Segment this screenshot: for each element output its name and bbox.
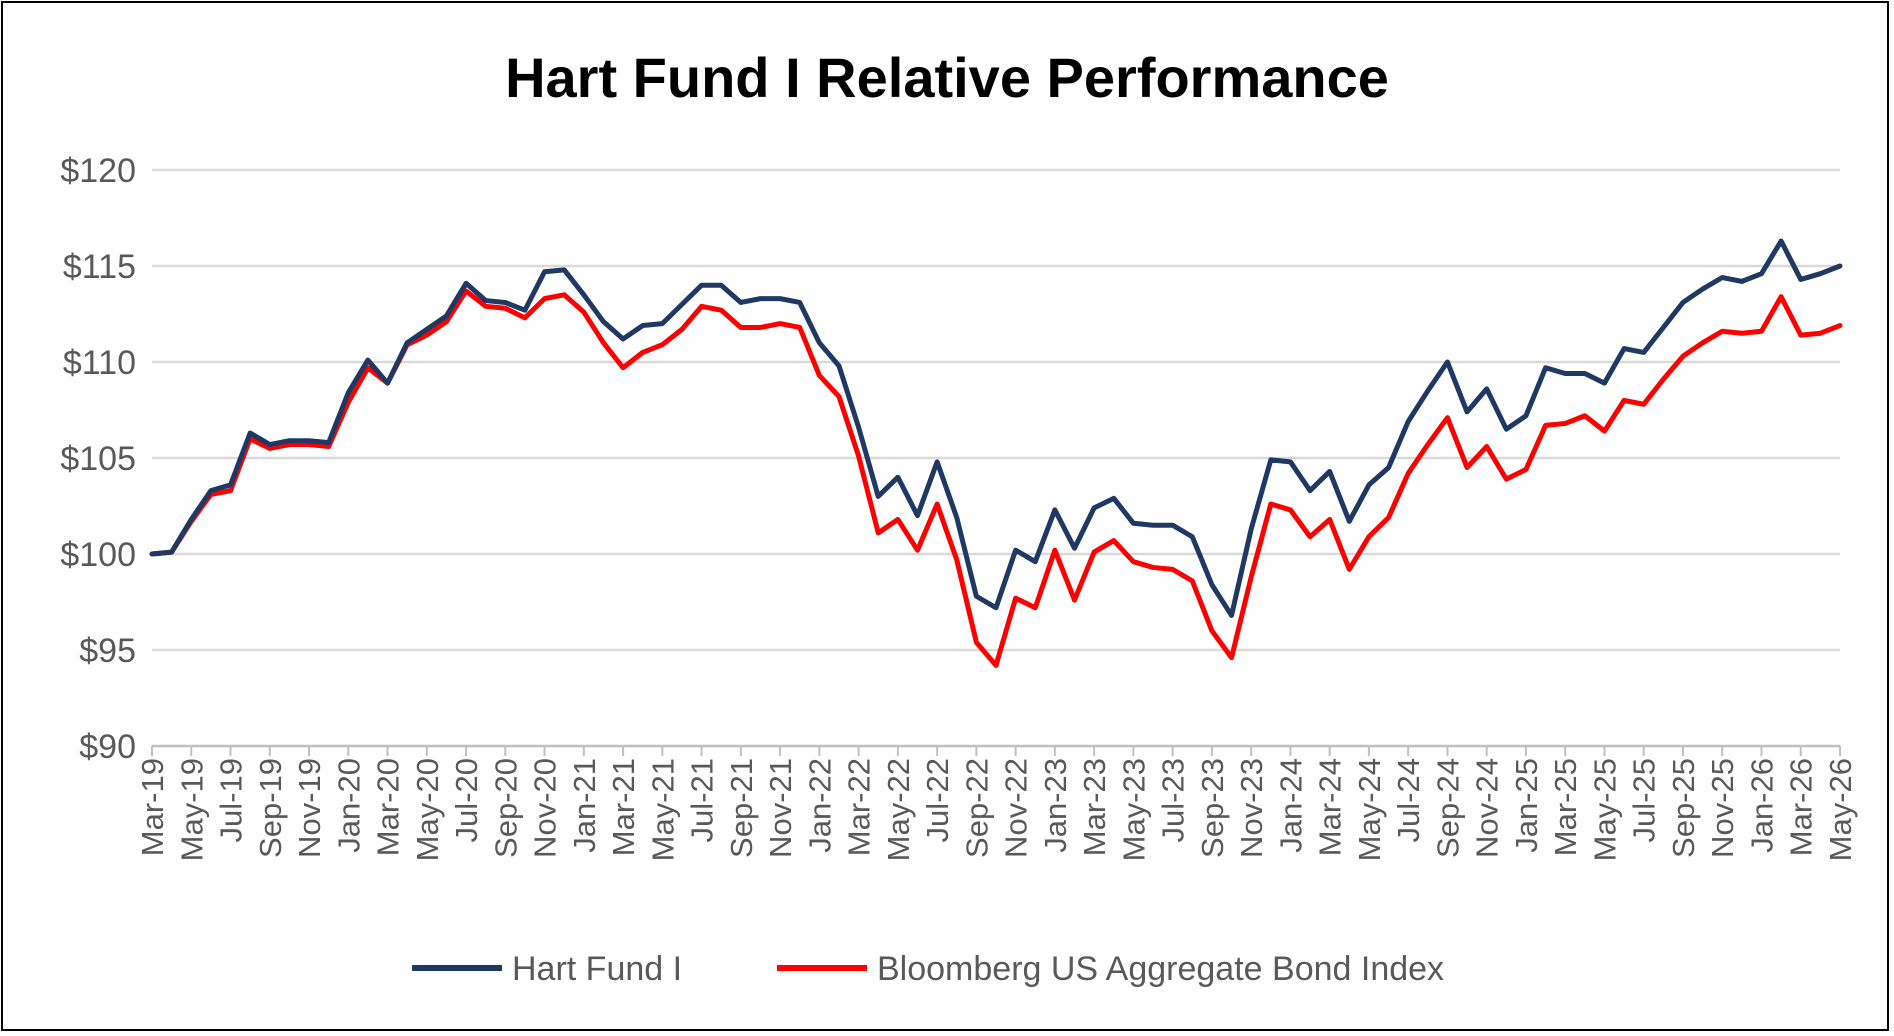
x-tick-label: May-22: [881, 758, 916, 861]
y-tick-label: $105: [60, 440, 136, 478]
x-tick-label: Mar-20: [371, 758, 406, 856]
x-tick-label: Jan-25: [1509, 758, 1544, 853]
x-tick-label: Sep-19: [253, 758, 288, 858]
x-tick-label: Nov-21: [763, 758, 798, 858]
x-tick-label: Nov-24: [1470, 758, 1505, 858]
chart-title: Hart Fund I Relative Performance: [505, 46, 1389, 109]
x-tick-label: Mar-22: [842, 758, 877, 856]
x-tick-label: Nov-20: [528, 758, 563, 858]
y-tick-label: $110: [63, 344, 136, 382]
x-tick-label: May-20: [410, 758, 445, 861]
x-tick-label: May-21: [645, 758, 680, 861]
x-tick-label: Sep-22: [959, 758, 994, 858]
x-tick-label: Sep-24: [1430, 758, 1465, 858]
x-tick-label: Nov-22: [999, 758, 1034, 858]
x-tick-label: Jan-21: [567, 758, 602, 853]
x-tick-label: Jul-19: [214, 758, 249, 842]
x-tick-label: Jan-24: [1273, 758, 1308, 853]
x-tick-label: Mar-21: [606, 758, 641, 856]
y-axis-tick-labels: $90 $95 $100 $105 $110 $115 $120: [60, 152, 136, 766]
x-tick-label: Nov-25: [1705, 758, 1740, 858]
x-axis-tick-labels: Mar-19 May-19 Jul-19 Sep-19 Nov-19 Jan-20 Mar-…: [135, 758, 1858, 861]
x-tick-label: May-25: [1587, 758, 1622, 861]
x-tick-label: Mar-24: [1313, 758, 1348, 856]
series-lines: [149, 238, 1843, 668]
legend-label: Bloomberg US Aggregate Bond Index: [877, 950, 1444, 988]
y-tick-label: $115: [63, 248, 136, 286]
x-tick-label: Mar-26: [1784, 758, 1819, 856]
x-tick-label: Jan-22: [802, 758, 837, 853]
x-tick-label: Jul-25: [1627, 758, 1662, 842]
x-tick-label: Mar-19: [135, 758, 170, 856]
x-tick-label: Mar-23: [1077, 758, 1112, 856]
x-tick-label: Sep-21: [724, 758, 759, 858]
y-tick-label: $95: [79, 632, 136, 670]
x-tick-label: Jul-24: [1391, 758, 1426, 842]
x-tick-label: Nov-23: [1234, 758, 1269, 858]
x-tick-label: Jul-20: [449, 758, 484, 842]
series-line-hart-fund: [149, 238, 1843, 618]
x-tick-label: May-19: [174, 758, 209, 861]
x-tick-label: May-24: [1352, 758, 1387, 861]
x-tick-label: Jan-23: [1038, 758, 1073, 853]
gridlines: [152, 168, 1840, 652]
y-tick-label: $100: [60, 536, 136, 574]
x-tick-label: Sep-23: [1195, 758, 1230, 858]
x-axis: [151, 744, 1841, 756]
x-tick-label: Mar-25: [1548, 758, 1583, 856]
y-tick-label: $90: [79, 728, 136, 766]
x-tick-label: Jul-21: [685, 758, 720, 842]
x-tick-label: May-26: [1823, 758, 1858, 861]
x-tick-label: Jul-23: [1156, 758, 1191, 842]
x-tick-label: Sep-25: [1666, 758, 1701, 858]
x-tick-label: Jan-26: [1744, 758, 1779, 853]
legend-label: Hart Fund I: [512, 950, 682, 988]
series-line-bloomberg-index: [149, 288, 1843, 668]
legend: Hart Fund I Bloomberg US Aggregate Bond I…: [412, 950, 1444, 988]
x-tick-label: May-23: [1116, 758, 1151, 861]
x-tick-label: Jul-22: [920, 758, 955, 842]
x-tick-label: Nov-19: [292, 758, 327, 858]
x-tick-label: Sep-20: [488, 758, 523, 858]
y-tick-label: $120: [60, 152, 136, 190]
x-tick-label: Jan-20: [331, 758, 366, 853]
